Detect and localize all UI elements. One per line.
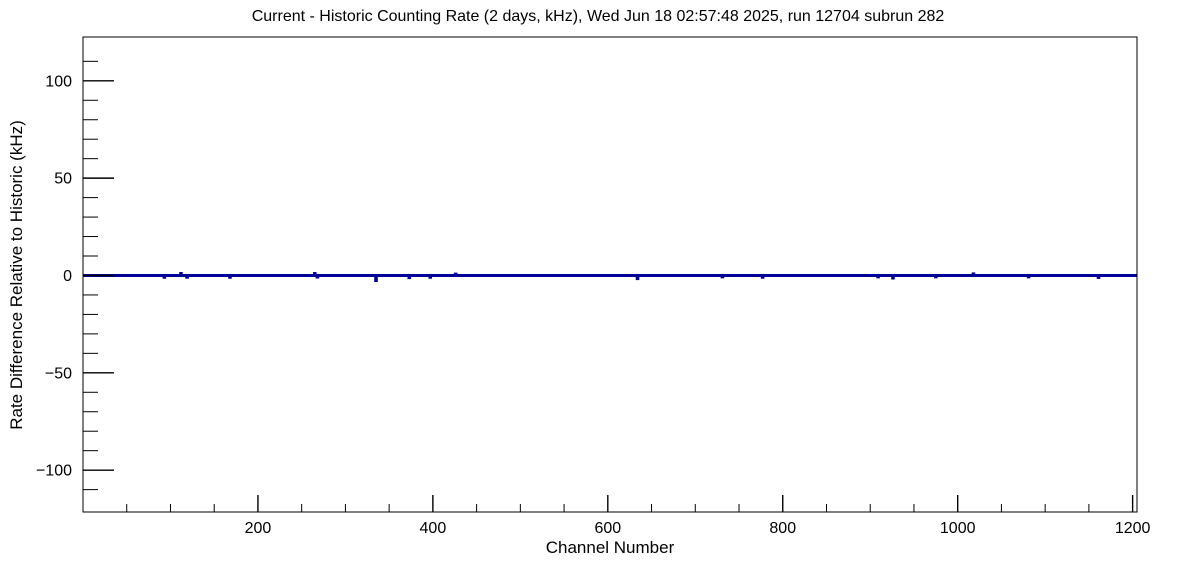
x-tick-label: 400 [420, 520, 447, 537]
x-tick-label: 1200 [1115, 520, 1151, 537]
data-spike [312, 272, 317, 277]
data-spike [971, 272, 976, 277]
y-tick-label: −100 [36, 463, 72, 480]
data-spike [1096, 273, 1101, 279]
y-axis-title: Rate Difference Relative to Historic (kH… [7, 120, 26, 430]
data-spike [891, 273, 895, 280]
data-spike [1026, 273, 1031, 279]
plot-frame [82, 36, 1138, 513]
data-spike [185, 273, 189, 279]
x-tick-label: 200 [245, 520, 272, 537]
data-spike [374, 273, 378, 283]
x-axis-title: Channel Number [545, 538, 675, 557]
data-spike [179, 272, 183, 277]
data-spike [760, 273, 765, 279]
y-tick-label: 100 [45, 73, 72, 90]
data-spike [162, 273, 167, 279]
data-spike [453, 272, 458, 277]
y-tick-label: −50 [45, 365, 72, 382]
data-spike [720, 273, 725, 279]
x-tick-label: 1000 [940, 520, 976, 537]
data-spike [876, 273, 880, 279]
data-spike [228, 273, 232, 279]
y-tick-label: 50 [54, 171, 72, 188]
data-spike [315, 273, 320, 279]
data-spike [407, 273, 412, 280]
y-tick-label: 0 [63, 268, 72, 285]
data-spike [635, 273, 640, 281]
chart-title: Current - Historic Counting Rate (2 days… [251, 8, 945, 25]
data-spike [428, 273, 433, 279]
x-tick-label: 800 [769, 520, 796, 537]
x-tick-label: 600 [594, 520, 621, 537]
data-spike [934, 273, 938, 279]
